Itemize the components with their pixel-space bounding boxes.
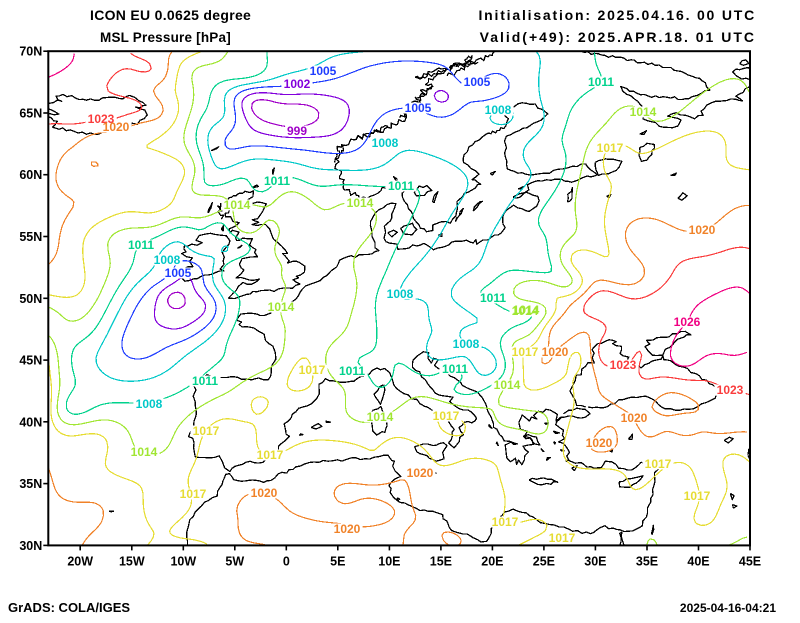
svg-text:1005: 1005 bbox=[310, 64, 337, 78]
svg-text:5W: 5W bbox=[225, 554, 244, 568]
svg-text:45E: 45E bbox=[739, 554, 761, 568]
svg-text:1002: 1002 bbox=[284, 77, 311, 91]
svg-text:1011: 1011 bbox=[480, 291, 506, 305]
svg-text:45N: 45N bbox=[19, 354, 42, 368]
svg-text:30N: 30N bbox=[19, 539, 42, 553]
svg-text:60N: 60N bbox=[19, 168, 42, 182]
svg-text:15E: 15E bbox=[430, 554, 452, 568]
svg-text:1008: 1008 bbox=[387, 287, 414, 301]
svg-text:40E: 40E bbox=[687, 554, 709, 568]
svg-text:1008: 1008 bbox=[372, 136, 399, 150]
svg-text:1008: 1008 bbox=[453, 337, 480, 351]
svg-text:1020: 1020 bbox=[334, 522, 361, 536]
svg-text:1014: 1014 bbox=[131, 445, 158, 459]
svg-text:40N: 40N bbox=[19, 415, 42, 429]
svg-text:1008: 1008 bbox=[485, 103, 512, 117]
svg-text:1014: 1014 bbox=[512, 304, 539, 318]
svg-text:1011: 1011 bbox=[588, 75, 614, 89]
svg-text:1005: 1005 bbox=[464, 75, 491, 89]
svg-text:1008: 1008 bbox=[136, 397, 163, 411]
svg-text:1014: 1014 bbox=[268, 300, 295, 314]
svg-text:10E: 10E bbox=[378, 554, 400, 568]
svg-text:1017: 1017 bbox=[512, 345, 539, 359]
svg-text:1014: 1014 bbox=[494, 378, 521, 392]
svg-text:2025-04-16-04:21: 2025-04-16-04:21 bbox=[680, 601, 776, 615]
svg-text:1020: 1020 bbox=[251, 486, 278, 500]
svg-text:1011: 1011 bbox=[264, 174, 290, 188]
svg-text:1020: 1020 bbox=[689, 223, 716, 237]
svg-text:1017: 1017 bbox=[492, 515, 519, 529]
svg-text:ICON EU 0.0625 degree: ICON EU 0.0625 degree bbox=[90, 7, 251, 23]
svg-text:1014: 1014 bbox=[630, 105, 657, 119]
svg-text:65N: 65N bbox=[19, 107, 42, 121]
svg-text:5E: 5E bbox=[330, 554, 345, 568]
svg-text:10W: 10W bbox=[170, 554, 196, 568]
svg-text:1020: 1020 bbox=[542, 345, 569, 359]
svg-text:1014: 1014 bbox=[347, 196, 374, 210]
svg-text:1020: 1020 bbox=[103, 120, 130, 134]
svg-text:1023: 1023 bbox=[610, 358, 637, 372]
svg-text:1008: 1008 bbox=[154, 253, 181, 267]
svg-text:1011: 1011 bbox=[339, 364, 365, 378]
svg-text:30E: 30E bbox=[584, 554, 606, 568]
svg-text:1017: 1017 bbox=[684, 489, 711, 503]
svg-text:1026: 1026 bbox=[674, 315, 701, 329]
svg-text:15W: 15W bbox=[119, 554, 145, 568]
svg-text:0: 0 bbox=[283, 554, 290, 568]
svg-text:1017: 1017 bbox=[257, 448, 284, 462]
svg-text:Valid(+49): 2025.APR.18. 01 UT: Valid(+49): 2025.APR.18. 01 UTC bbox=[480, 29, 756, 45]
svg-text:20E: 20E bbox=[481, 554, 503, 568]
svg-text:20W: 20W bbox=[67, 554, 93, 568]
svg-text:35E: 35E bbox=[636, 554, 658, 568]
svg-text:1017: 1017 bbox=[433, 409, 460, 423]
svg-text:1017: 1017 bbox=[193, 424, 220, 438]
svg-text:1020: 1020 bbox=[407, 466, 434, 480]
svg-text:1023: 1023 bbox=[717, 383, 744, 397]
svg-text:1011: 1011 bbox=[442, 362, 468, 376]
svg-text:1017: 1017 bbox=[180, 487, 207, 501]
svg-text:55N: 55N bbox=[19, 230, 42, 244]
svg-text:1023: 1023 bbox=[88, 112, 115, 126]
svg-text:1017: 1017 bbox=[597, 141, 624, 155]
svg-text:MSL Pressure [hPa]: MSL Pressure [hPa] bbox=[100, 30, 231, 45]
svg-text:1014: 1014 bbox=[513, 303, 540, 317]
svg-text:1020: 1020 bbox=[621, 411, 648, 425]
svg-text:999: 999 bbox=[287, 124, 307, 138]
svg-text:1014: 1014 bbox=[224, 198, 251, 212]
svg-text:50N: 50N bbox=[19, 292, 42, 306]
svg-text:25E: 25E bbox=[533, 554, 555, 568]
svg-text:1005: 1005 bbox=[165, 266, 192, 280]
svg-text:35N: 35N bbox=[19, 477, 42, 491]
svg-text:1011: 1011 bbox=[128, 238, 154, 252]
svg-text:1017: 1017 bbox=[299, 363, 326, 377]
svg-text:1005: 1005 bbox=[405, 101, 432, 115]
svg-text:1011: 1011 bbox=[388, 179, 414, 193]
svg-text:1017: 1017 bbox=[645, 457, 672, 471]
svg-text:1014: 1014 bbox=[367, 410, 394, 424]
svg-text:1017: 1017 bbox=[549, 531, 576, 545]
svg-text:Initialisation: 2025.04.16. 00: Initialisation: 2025.04.16. 00 UTC bbox=[478, 7, 756, 23]
svg-text:1011: 1011 bbox=[192, 374, 218, 388]
svg-text:70N: 70N bbox=[19, 45, 42, 59]
svg-text:1020: 1020 bbox=[586, 436, 613, 450]
svg-text:GrADS: COLA/IGES: GrADS: COLA/IGES bbox=[8, 600, 130, 615]
